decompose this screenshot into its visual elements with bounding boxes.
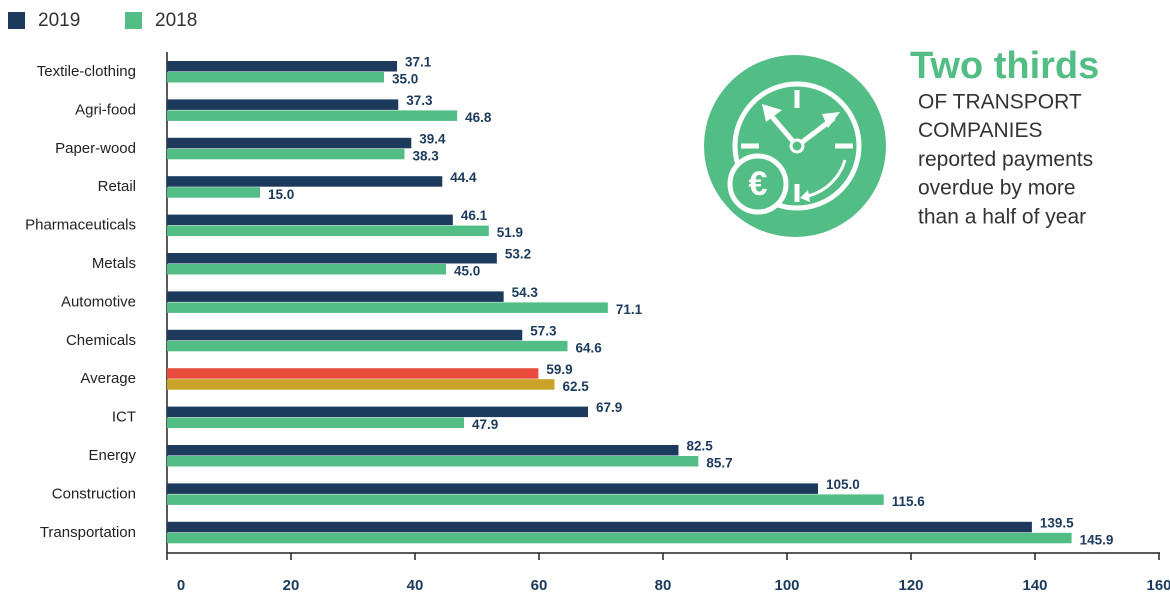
bar [167, 521, 1032, 533]
bar [167, 110, 458, 121]
bar [167, 532, 1072, 544]
annotation-line: reported payments [918, 148, 1093, 171]
x-tick-label: 100 [774, 577, 799, 593]
bar [167, 302, 608, 313]
bar [167, 456, 699, 467]
svg-text:€: € [749, 165, 768, 203]
annotation-line: than a half of year [918, 205, 1086, 228]
bar [167, 253, 497, 264]
value-label: 71.1 [616, 302, 643, 317]
legend-label: 2019 [38, 10, 80, 31]
value-label: 46.8 [465, 110, 492, 125]
value-label: 64.6 [576, 340, 603, 355]
bar [167, 176, 443, 187]
value-label: 37.3 [406, 93, 433, 108]
value-label: 38.3 [412, 148, 439, 163]
annotation-line: COMPANIES [918, 119, 1042, 142]
annotation-line: OF TRANSPORT [918, 91, 1082, 114]
x-tick-label: 140 [1022, 577, 1047, 593]
x-tick-label: 60 [531, 577, 548, 593]
y-tick-label: Metals [92, 255, 136, 272]
bar [167, 483, 818, 494]
bar [167, 61, 398, 72]
y-tick-label: Paper-wood [55, 140, 136, 157]
bar [167, 340, 568, 352]
bar [167, 417, 464, 429]
value-label: 39.4 [419, 131, 446, 146]
bar [167, 214, 453, 226]
bar [167, 99, 399, 110]
bar [167, 137, 412, 149]
annotation-line: overdue by more [918, 177, 1076, 200]
value-label: 82.5 [687, 439, 714, 454]
y-tick-label: Pharmaceuticals [25, 217, 136, 234]
x-tick-label: 120 [898, 577, 923, 593]
y-tick-label: Chemicals [66, 332, 136, 349]
bar [167, 291, 504, 302]
x-tick-label: 160 [1146, 577, 1170, 593]
value-label: 145.9 [1080, 532, 1114, 547]
value-label: 44.4 [450, 170, 477, 185]
y-tick-label: Agri-food [75, 101, 136, 118]
value-label: 59.9 [546, 362, 572, 377]
value-label: 51.9 [497, 225, 523, 240]
bar [167, 329, 523, 341]
value-label: 139.5 [1040, 515, 1074, 530]
y-tick-label: Automotive [61, 293, 136, 310]
y-tick-label: Construction [52, 485, 136, 502]
value-label: 57.3 [530, 323, 557, 338]
y-tick-label: ICT [112, 409, 136, 426]
bar [167, 406, 588, 418]
value-label: 67.9 [596, 400, 622, 415]
x-tick-label: 80 [655, 577, 672, 593]
info-icon: € [704, 55, 886, 237]
bar [167, 379, 555, 390]
y-tick-label: Textile-clothing [37, 63, 136, 80]
value-label: 115.6 [892, 494, 926, 509]
value-label: 37.1 [405, 55, 432, 70]
bar [167, 225, 489, 237]
bar [167, 368, 539, 379]
value-label: 46.1 [461, 208, 488, 223]
bar [167, 494, 884, 505]
x-tick-label: 0 [177, 577, 185, 593]
value-label: 47.9 [472, 417, 498, 432]
value-label: 45.0 [454, 264, 480, 279]
value-label: 105.0 [826, 477, 860, 492]
value-label: 35.0 [392, 72, 418, 87]
bar [167, 72, 384, 83]
y-tick-label: Transportation [40, 524, 136, 541]
value-label: 15.0 [268, 187, 294, 202]
value-label: 62.5 [563, 379, 590, 394]
x-tick-label: 40 [407, 577, 424, 593]
y-tick-label: Energy [88, 447, 136, 464]
value-label: 54.3 [512, 285, 539, 300]
value-label: 85.7 [706, 456, 732, 471]
y-tick-label: Retail [98, 178, 136, 195]
legend-swatch [8, 12, 25, 29]
bar [167, 445, 679, 456]
value-label: 53.2 [505, 247, 531, 262]
annotation-headline: Two thirds [910, 45, 1099, 87]
x-tick-label: 20 [283, 577, 300, 593]
legend-swatch [125, 12, 142, 29]
bar [167, 187, 260, 198]
y-tick-label: Average [80, 370, 136, 387]
bar [167, 148, 405, 160]
legend-label: 2018 [155, 10, 197, 31]
bar [167, 264, 446, 275]
